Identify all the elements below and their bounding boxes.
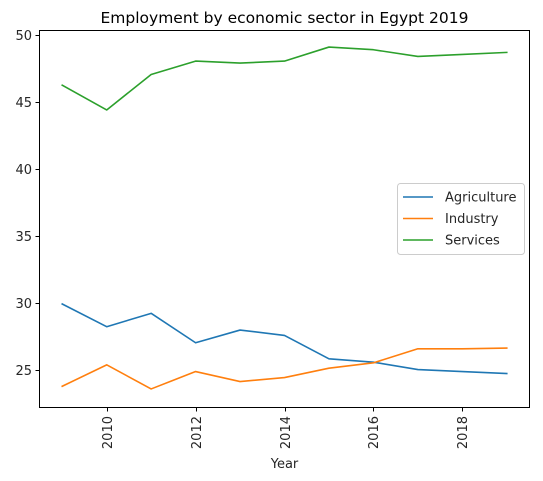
y-tick-label-45: 45	[15, 96, 32, 111]
data-point-agriculture-2019	[506, 373, 508, 375]
data-point-services-2009	[61, 84, 63, 86]
data-point-industry-2012	[195, 371, 197, 373]
y-tick-label-35: 35	[15, 230, 32, 245]
data-point-services-2010	[106, 109, 108, 111]
data-point-services-2017	[417, 56, 419, 58]
x-tick-label-2016: 2016	[367, 416, 382, 449]
x-tick-label-2014: 2014	[279, 416, 294, 449]
y-tick-label-30: 30	[15, 297, 32, 312]
data-point-services-2013	[239, 62, 241, 64]
series-line-industry	[61, 347, 508, 390]
data-point-industry-2011	[150, 388, 152, 390]
data-point-industry-2010	[106, 364, 108, 366]
legend-label-industry: Industry	[445, 212, 499, 227]
data-point-services-2016	[373, 49, 375, 51]
data-point-services-2014	[284, 60, 286, 62]
x-tick-label-2012: 2012	[190, 416, 205, 449]
data-point-industry-2018	[462, 348, 464, 350]
data-point-agriculture-2012	[195, 342, 197, 344]
series-layer	[61, 46, 508, 390]
legend-box	[397, 183, 525, 255]
data-point-services-2011	[150, 74, 152, 76]
data-point-services-2015	[328, 46, 330, 48]
data-point-services-2012	[195, 60, 197, 62]
data-point-services-2019	[506, 52, 508, 54]
data-point-industry-2019	[506, 347, 508, 349]
data-point-industry-2009	[61, 385, 63, 387]
y-tick-label-25: 25	[15, 364, 32, 379]
series-line-agriculture	[61, 302, 508, 375]
x-tick-label-2010: 2010	[101, 416, 116, 449]
data-point-agriculture-2011	[150, 313, 152, 315]
data-point-agriculture-2014	[284, 335, 286, 337]
data-point-industry-2013	[239, 381, 241, 383]
y-tick-label-40: 40	[15, 163, 32, 178]
data-point-agriculture-2010	[106, 326, 108, 328]
data-point-industry-2016	[373, 362, 375, 364]
series-line-services	[61, 46, 508, 111]
data-point-agriculture-2009	[61, 303, 63, 305]
data-point-agriculture-2018	[462, 371, 464, 373]
data-point-industry-2015	[328, 367, 330, 369]
x-tick-label-2018: 2018	[456, 416, 471, 449]
data-point-industry-2014	[284, 377, 286, 379]
data-point-services-2018	[462, 54, 464, 56]
data-point-agriculture-2013	[239, 329, 241, 331]
y-tick-label-50: 50	[15, 29, 32, 44]
legend-label-agriculture: Agriculture	[445, 191, 517, 206]
legend: Agriculture Industry Services	[397, 183, 525, 255]
data-point-agriculture-2015	[328, 358, 330, 360]
chart-title: Employment by economic sector in Egypt 2…	[101, 9, 469, 27]
data-point-industry-2017	[417, 348, 419, 350]
legend-label-services: Services	[445, 234, 500, 249]
plot-frame	[39, 30, 530, 408]
x-axis-label: Year	[270, 457, 299, 472]
data-point-agriculture-2017	[417, 369, 419, 371]
axes-layer: 25 30 35 40 45 50 2010 2012 2014 2016 2018	[15, 29, 471, 449]
